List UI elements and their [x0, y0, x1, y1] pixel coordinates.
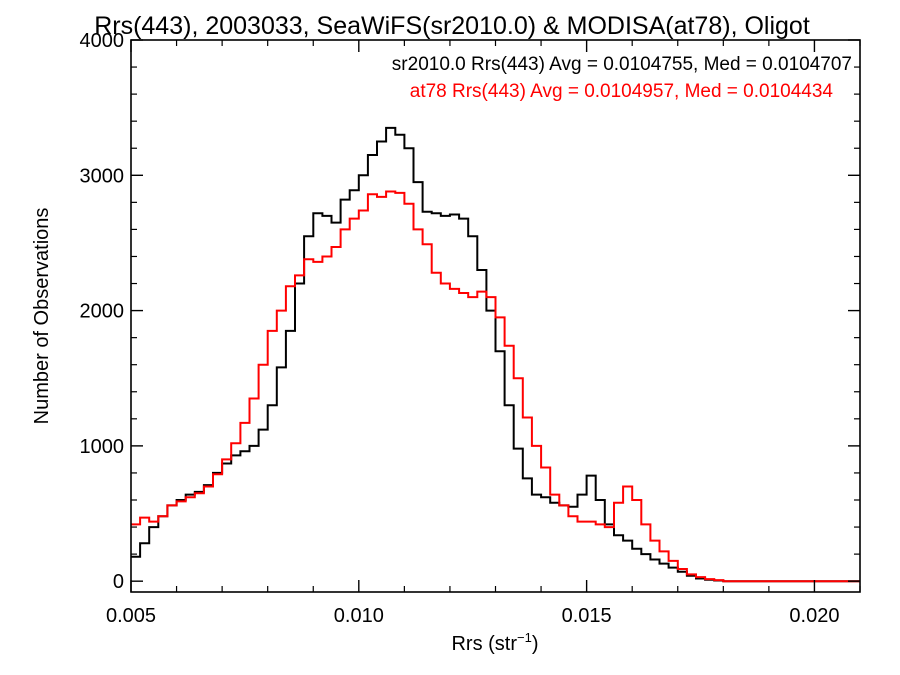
x-axis-label-close: ) — [532, 633, 539, 655]
y-tick-label: 0 — [113, 571, 124, 593]
legend-entry-black: sr2010.0 Rrs(443) Avg = 0.0104755, Med =… — [392, 54, 852, 75]
y-tick-label: 1000 — [80, 436, 125, 458]
y-tick-label: 3000 — [80, 165, 125, 187]
tick-layer: 0.005 0.010 0.015 0.020 0 1000 2000 3000 4000 — [80, 30, 861, 627]
series-line-black — [131, 126, 860, 583]
x-axis-label-main: Rrs (str — [451, 633, 517, 655]
y-axis-label: Number of Observations — [31, 208, 53, 425]
x-tick-label: 0.020 — [789, 605, 839, 627]
x-axis-label-exponent: −1 — [517, 630, 532, 645]
x-tick-label: 0.005 — [106, 605, 156, 627]
x-axis-label: Rrs (str−1) — [451, 630, 538, 655]
x-tick-label: 0.015 — [562, 605, 612, 627]
x-tick-label: 0.010 — [334, 605, 384, 627]
legend-entry-red: at78 Rrs(443) Avg = 0.0104957, Med = 0.0… — [410, 81, 834, 102]
series-layer — [131, 126, 860, 583]
y-tick-label: 4000 — [80, 30, 125, 52]
series-line-red — [131, 190, 860, 583]
y-tick-label: 2000 — [80, 301, 125, 323]
chart-title: Rrs(443), 2003033, SeaWiFS(sr2010.0) & M… — [94, 12, 810, 40]
